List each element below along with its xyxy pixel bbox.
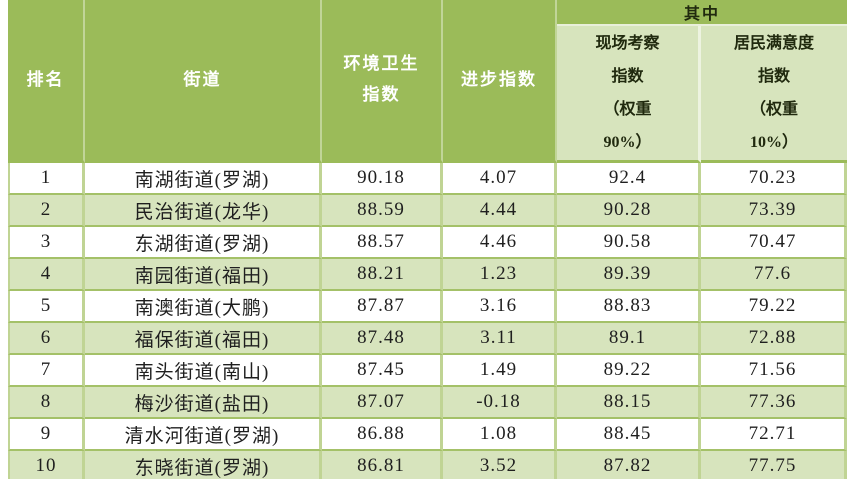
cell-satisfaction: 79.22: [701, 291, 848, 323]
cell-progress: 1.23: [443, 259, 557, 291]
cell-rank: 8: [8, 387, 85, 419]
header-row-top: 排名 街道 环境卫生 指数 进步指数 其中: [8, 0, 848, 163]
cell-street: 东晓街道(罗湖): [85, 451, 322, 479]
header-satisfaction-index: 居民满意度 指数 （权重 10%）: [701, 26, 848, 163]
cell-street: 清水河街道(罗湖): [85, 419, 322, 451]
cell-onsite: 89.39: [557, 259, 701, 291]
cell-street: 东湖街道(罗湖): [85, 227, 322, 259]
ranking-table: 排名 街道 环境卫生 指数 进步指数 其中 现场考察 指数 （权重 90%） 居…: [8, 0, 848, 479]
table-row: 9 清水河街道(罗湖) 86.88 1.08 88.45 72.71: [8, 419, 848, 451]
cell-env: 87.87: [322, 291, 443, 323]
table-row: 10 东晓街道(罗湖) 86.81 3.52 87.82 77.75: [8, 451, 848, 479]
header-row-sub: 现场考察 指数 （权重 90%） 居民满意度 指数 （权重 10%）: [8, 26, 848, 163]
cell-rank: 4: [8, 259, 85, 291]
cell-street: 梅沙街道(盐田): [85, 387, 322, 419]
cell-onsite: 88.83: [557, 291, 701, 323]
cell-rank: 7: [8, 355, 85, 387]
cell-env: 87.07: [322, 387, 443, 419]
cell-env: 88.21: [322, 259, 443, 291]
cell-street: 南湖街道(罗湖): [85, 163, 322, 195]
cell-satisfaction: 71.56: [701, 355, 848, 387]
cell-progress: 1.49: [443, 355, 557, 387]
table-row: 5 南澳街道(大鹏) 87.87 3.16 88.83 79.22: [8, 291, 848, 323]
cell-progress: 1.08: [443, 419, 557, 451]
cell-onsite: 88.45: [557, 419, 701, 451]
cell-progress: -0.18: [443, 387, 557, 419]
cell-progress: 3.16: [443, 291, 557, 323]
cell-satisfaction: 70.23: [701, 163, 848, 195]
cell-env: 87.48: [322, 323, 443, 355]
cell-satisfaction: 77.6: [701, 259, 848, 291]
cell-progress: 4.07: [443, 163, 557, 195]
table-row: 2 民治街道(龙华) 88.59 4.44 90.28 73.39: [8, 195, 848, 227]
cell-street: 民治街道(龙华): [85, 195, 322, 227]
cell-onsite: 89.1: [557, 323, 701, 355]
cell-rank: 10: [8, 451, 85, 479]
cell-onsite: 88.15: [557, 387, 701, 419]
table-row: 3 东湖街道(罗湖) 88.57 4.46 90.58 70.47: [8, 227, 848, 259]
cell-onsite: 89.22: [557, 355, 701, 387]
cell-onsite: 87.82: [557, 451, 701, 479]
cell-street: 南澳街道(大鹏): [85, 291, 322, 323]
header-among: 其中: [557, 0, 848, 26]
table-row: 4 南园街道(福田) 88.21 1.23 89.39 77.6: [8, 259, 848, 291]
cell-onsite: 90.28: [557, 195, 701, 227]
header-progress-index: 进步指数: [443, 0, 557, 163]
cell-rank: 6: [8, 323, 85, 355]
cell-satisfaction: 70.47: [701, 227, 848, 259]
cell-progress: 4.46: [443, 227, 557, 259]
cell-progress: 3.52: [443, 451, 557, 479]
cell-env: 88.59: [322, 195, 443, 227]
cell-progress: 4.44: [443, 195, 557, 227]
cell-env: 88.57: [322, 227, 443, 259]
header-rank: 排名: [8, 0, 85, 163]
cell-street: 南园街道(福田): [85, 259, 322, 291]
cell-env: 86.81: [322, 451, 443, 479]
cell-env: 90.18: [322, 163, 443, 195]
cell-satisfaction: 72.71: [701, 419, 848, 451]
table-row: 8 梅沙街道(盐田) 87.07 -0.18 88.15 77.36: [8, 387, 848, 419]
table-row: 6 福保街道(福田) 87.48 3.11 89.1 72.88: [8, 323, 848, 355]
header-onsite-index: 现场考察 指数 （权重 90%）: [557, 26, 701, 163]
cell-satisfaction: 72.88: [701, 323, 848, 355]
table-row: 1 南湖街道(罗湖) 90.18 4.07 92.4 70.23: [8, 163, 848, 195]
cell-rank: 5: [8, 291, 85, 323]
cell-env: 86.88: [322, 419, 443, 451]
cell-progress: 3.11: [443, 323, 557, 355]
cell-onsite: 92.4: [557, 163, 701, 195]
cell-onsite: 90.58: [557, 227, 701, 259]
cell-street: 南头街道(南山): [85, 355, 322, 387]
cell-rank: 2: [8, 195, 85, 227]
cell-street: 福保街道(福田): [85, 323, 322, 355]
cell-rank: 1: [8, 163, 85, 195]
table-row: 7 南头街道(南山) 87.45 1.49 89.22 71.56: [8, 355, 848, 387]
cell-env: 87.45: [322, 355, 443, 387]
header-env-index: 环境卫生 指数: [322, 0, 443, 163]
cell-satisfaction: 77.36: [701, 387, 848, 419]
cell-rank: 3: [8, 227, 85, 259]
header-street: 街道: [85, 0, 322, 163]
cell-rank: 9: [8, 419, 85, 451]
cell-satisfaction: 73.39: [701, 195, 848, 227]
cell-satisfaction: 77.75: [701, 451, 848, 479]
